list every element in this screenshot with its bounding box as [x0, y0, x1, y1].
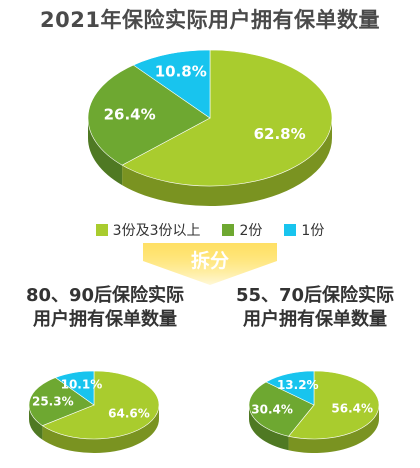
pie-side-1 [29, 405, 43, 440]
slice-label-0: 64.6% [108, 407, 150, 421]
legend-label-3plus: 3份及3份以上 [112, 223, 201, 239]
split-arrow: 拆分 [143, 243, 277, 285]
pie-slice-1 [28, 377, 95, 427]
pie-side-1 [88, 118, 123, 186]
chart-title: 2021年保险实际用户拥有保单数量 [40, 8, 380, 32]
pie-side-0 [288, 405, 379, 453]
pie-slice-2 [54, 370, 95, 406]
slice-label-1: 25.3% [32, 394, 74, 408]
left-subtitle: 80、90后保险实际 用户拥有保单数量 [10, 284, 200, 332]
main-pie-chart: 62.8% 26.4% 10.8% [87, 49, 333, 206]
left-subtitle-line2: 用户拥有保单数量 [33, 309, 177, 330]
legend-item-3plus: 3份及3份以上 [95, 220, 201, 240]
legend-swatch-1 [284, 224, 297, 236]
down-arrow-icon [143, 243, 277, 285]
legend: 3份及3份以上 2份 1份 [0, 220, 420, 240]
pie-slice-2 [265, 370, 315, 406]
slice-label-2: 10.8% [155, 62, 207, 80]
split-label: 拆分 [190, 250, 229, 272]
slice-label-0: 62.8% [254, 125, 306, 143]
pie-slice-0 [121, 49, 333, 187]
legend-item-2: 2份 [222, 220, 262, 240]
pie-slice-1 [248, 381, 315, 437]
pie-side-0 [122, 118, 332, 206]
left-subtitle-line1: 80、90后保险实际 [25, 285, 185, 306]
pie-slice-2 [132, 49, 211, 119]
left-pie-chart: 64.6% 25.3% 10.1% [28, 370, 160, 453]
slice-label-2: 10.1% [61, 377, 103, 391]
slice-label-2: 13.2% [277, 378, 319, 392]
pie-side-0 [42, 405, 159, 453]
right-subtitle-line2: 用户拥有保单数量 [243, 309, 387, 330]
pie-slice-0 [288, 370, 380, 440]
slice-label-1: 30.4% [251, 402, 293, 416]
legend-label-1: 1份 [301, 223, 325, 239]
right-subtitle-line1: 55、70后保险实际 [235, 285, 395, 306]
legend-swatch-2 [222, 224, 235, 236]
right-pie-chart: 56.4% 30.4% 13.2% [248, 370, 380, 453]
pie-slice-1 [87, 64, 211, 166]
right-subtitle: 55、70后保险实际 用户拥有保单数量 [220, 284, 410, 332]
pie-slice-0 [41, 370, 160, 440]
legend-swatch-3plus [95, 224, 108, 236]
legend-label-2: 2份 [239, 223, 263, 239]
legend-item-1: 1份 [284, 220, 324, 240]
slice-label-0: 56.4% [331, 402, 373, 416]
pie-side-1 [249, 405, 289, 451]
slice-label-1: 26.4% [104, 106, 156, 124]
